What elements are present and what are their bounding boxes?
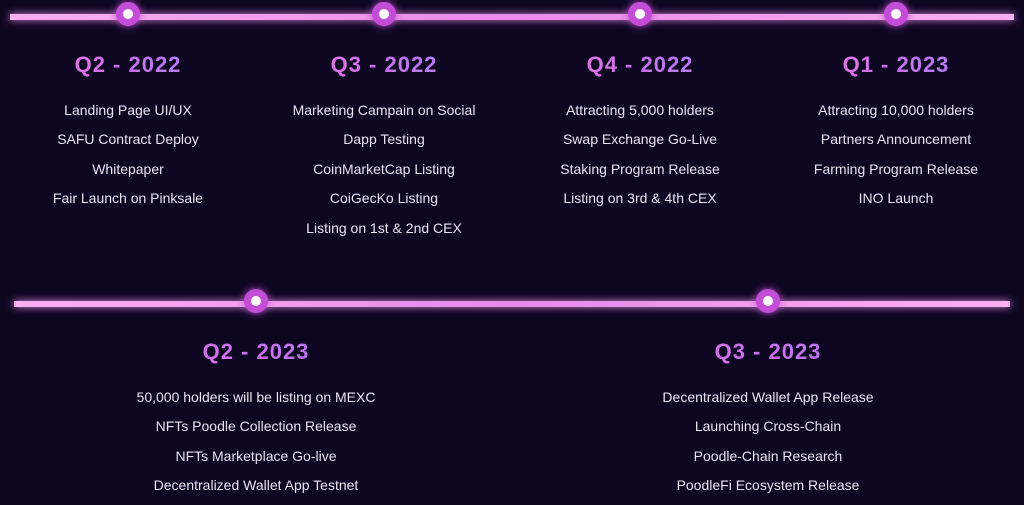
timeline-dot <box>372 2 396 26</box>
phase-item: Landing Page UI/UX <box>0 96 256 125</box>
phase-item: Staking Program Release <box>512 155 768 184</box>
phase-item: Decentralized Wallet App Testnet <box>0 471 512 500</box>
phase-item: Marketing Campain on Social <box>256 96 512 125</box>
phase-item: Fair Launch on Pinksale <box>0 184 256 213</box>
roadmap: Q2 - 2022 Landing Page UI/UX SAFU Contra… <box>0 0 1024 501</box>
phase-item: Attracting 5,000 holders <box>512 96 768 125</box>
phase-item: Poodle-Chain Research <box>512 442 1024 471</box>
phase-title: Q3 - 2023 <box>512 339 1024 365</box>
phase-item: INO Launch <box>768 184 1024 213</box>
timeline-dot <box>884 2 908 26</box>
phase-title: Q4 - 2022 <box>512 52 768 78</box>
roadmap-row-1: Q2 - 2022 Landing Page UI/UX SAFU Contra… <box>0 0 1024 243</box>
timeline-dot <box>244 289 268 313</box>
phase-items: Marketing Campain on Social Dapp Testing… <box>256 96 512 243</box>
phase-item: PoodleFi Ecosystem Release <box>512 471 1024 500</box>
phase-item: NFTs Poodle Collection Release <box>0 412 512 441</box>
phase-items: Landing Page UI/UX SAFU Contract Deploy … <box>0 96 256 214</box>
phase-item: Attracting 10,000 holders <box>768 96 1024 125</box>
phase-q2-2023: Q2 - 2023 50,000 holders will be listing… <box>0 287 512 501</box>
phase-q4-2022: Q4 - 2022 Attracting 5,000 holders Swap … <box>512 0 768 243</box>
timeline-dot <box>116 2 140 26</box>
timeline-dot <box>756 289 780 313</box>
phase-q1-2023: Q1 - 2023 Attracting 10,000 holders Part… <box>768 0 1024 243</box>
phase-item: Farming Program Release <box>768 155 1024 184</box>
phase-title: Q3 - 2022 <box>256 52 512 78</box>
timeline-dot <box>628 2 652 26</box>
phase-item: Launching Cross-Chain <box>512 412 1024 441</box>
phase-item: CoinMarketCap Listing <box>256 155 512 184</box>
roadmap-row-2: Q2 - 2023 50,000 holders will be listing… <box>0 287 1024 501</box>
phase-item: Partners Announcement <box>768 125 1024 154</box>
phase-items: Decentralized Wallet App Release Launchi… <box>512 383 1024 501</box>
phase-item: Listing on 1st & 2nd CEX <box>256 214 512 243</box>
phase-title: Q1 - 2023 <box>768 52 1024 78</box>
phase-title: Q2 - 2023 <box>0 339 512 365</box>
phase-item: Dapp Testing <box>256 125 512 154</box>
phase-items: Attracting 5,000 holders Swap Exchange G… <box>512 96 768 214</box>
phase-items: Attracting 10,000 holders Partners Annou… <box>768 96 1024 214</box>
phase-items: 50,000 holders will be listing on MEXC N… <box>0 383 512 501</box>
phase-q3-2023: Q3 - 2023 Decentralized Wallet App Relea… <box>512 287 1024 501</box>
phase-item: Listing on 3rd & 4th CEX <box>512 184 768 213</box>
phase-item: Swap Exchange Go-Live <box>512 125 768 154</box>
phase-item: Whitepaper <box>0 155 256 184</box>
phase-item: CoiGecKo Listing <box>256 184 512 213</box>
phase-item: NFTs Marketplace Go-live <box>0 442 512 471</box>
phase-title: Q2 - 2022 <box>0 52 256 78</box>
phase-q3-2022: Q3 - 2022 Marketing Campain on Social Da… <box>256 0 512 243</box>
phase-item: 50,000 holders will be listing on MEXC <box>0 383 512 412</box>
phase-q2-2022: Q2 - 2022 Landing Page UI/UX SAFU Contra… <box>0 0 256 243</box>
phase-item: SAFU Contract Deploy <box>0 125 256 154</box>
phase-item: Decentralized Wallet App Release <box>512 383 1024 412</box>
